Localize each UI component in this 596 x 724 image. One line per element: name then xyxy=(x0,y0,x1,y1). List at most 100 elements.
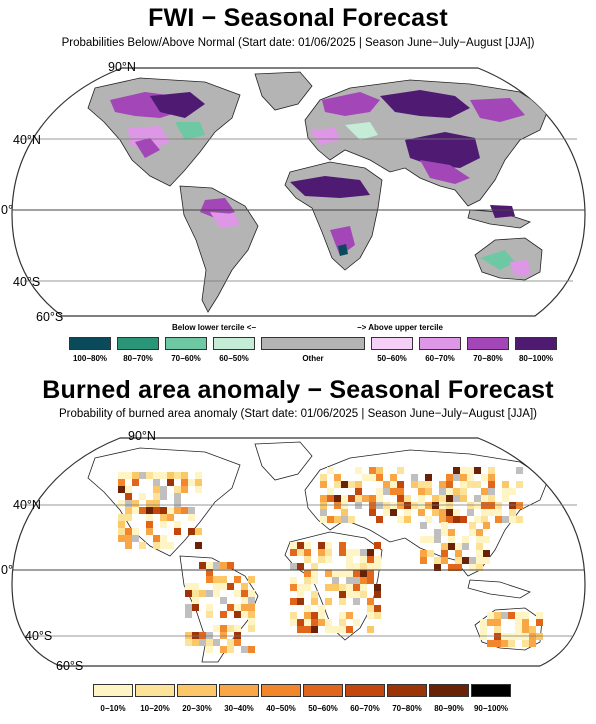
legend-swatch xyxy=(261,337,365,350)
grid-cell xyxy=(474,481,481,488)
grid-cell xyxy=(174,507,181,514)
grid-cell xyxy=(241,611,248,618)
grid-cell xyxy=(132,528,139,535)
grid-cell xyxy=(439,516,446,523)
legend-swatch xyxy=(219,684,259,697)
grid-cell xyxy=(139,542,146,549)
grid-cell xyxy=(369,467,376,474)
grid-cell xyxy=(339,626,346,633)
grid-cell xyxy=(353,598,360,605)
grid-cell xyxy=(332,570,339,577)
grid-cell xyxy=(481,502,488,509)
grid-cell xyxy=(446,474,453,481)
grid-cell xyxy=(132,500,139,507)
grid-cell xyxy=(367,612,374,619)
grid-cell xyxy=(304,549,311,556)
grid-cell xyxy=(441,529,448,536)
grid-cell xyxy=(185,639,192,646)
grid-cell xyxy=(420,550,427,557)
grid-cell xyxy=(516,467,523,474)
grid-cell xyxy=(213,562,220,569)
grid-cell xyxy=(453,495,460,502)
grid-cell xyxy=(160,521,167,528)
grid-cell xyxy=(355,502,362,509)
grid-cell xyxy=(348,495,355,502)
legend-swatch xyxy=(69,337,111,350)
grid-cell xyxy=(404,509,411,516)
grid-cell xyxy=(487,619,494,626)
grid-cell xyxy=(304,577,311,584)
grid-cell xyxy=(132,507,139,514)
grid-cell xyxy=(488,488,495,495)
grid-cell xyxy=(167,542,174,549)
grid-cell xyxy=(334,474,341,481)
grid-cell xyxy=(325,549,332,556)
grid-cell xyxy=(339,598,346,605)
grid-cell xyxy=(360,563,367,570)
grid-cell xyxy=(446,495,453,502)
grid-cell xyxy=(332,626,339,633)
grid-cell xyxy=(411,481,418,488)
grid-cell xyxy=(508,612,515,619)
grid-cell xyxy=(206,576,213,583)
grid-cell xyxy=(369,509,376,516)
grid-cell xyxy=(425,488,432,495)
grid-cell xyxy=(188,479,195,486)
burned-area-panel: Burned area anomaly − Seasonal Forecast … xyxy=(0,362,596,724)
grid-cell xyxy=(460,516,467,523)
legend-swatch xyxy=(303,684,343,697)
grid-cell xyxy=(195,542,202,549)
grid-cell xyxy=(448,543,455,550)
grid-cell xyxy=(455,557,462,564)
legend-label: 50−60% xyxy=(377,354,407,363)
grid-cell xyxy=(304,612,311,619)
grid-cell xyxy=(495,509,502,516)
grid-cell xyxy=(146,514,153,521)
grid-cell xyxy=(390,481,397,488)
grid-cell xyxy=(488,474,495,481)
legend-swatch xyxy=(117,337,159,350)
grid-cell xyxy=(462,543,469,550)
grid-cell xyxy=(146,500,153,507)
grid-cell xyxy=(118,528,125,535)
legend-label: 80−70% xyxy=(123,354,153,363)
grid-cell xyxy=(367,605,374,612)
grid-cell xyxy=(376,474,383,481)
grid-cell xyxy=(227,639,234,646)
grid-cell xyxy=(376,516,383,523)
grid-cell xyxy=(376,467,383,474)
grid-cell xyxy=(181,479,188,486)
grid-cell xyxy=(488,509,495,516)
grid-cell xyxy=(515,612,522,619)
legend-swatch xyxy=(261,684,301,697)
grid-cell xyxy=(160,472,167,479)
grid-cell xyxy=(227,625,234,632)
grid-cell xyxy=(494,612,501,619)
grid-cell xyxy=(125,472,132,479)
grid-cell xyxy=(367,626,374,633)
grid-cell xyxy=(480,626,487,633)
grid-cell xyxy=(192,639,199,646)
grid-cell xyxy=(132,535,139,542)
grid-cell xyxy=(455,543,462,550)
grid-cell xyxy=(304,626,311,633)
grid-cell xyxy=(325,619,332,626)
grid-cell xyxy=(174,528,181,535)
grid-cell xyxy=(460,467,467,474)
grid-cell xyxy=(160,486,167,493)
grid-cell xyxy=(434,536,441,543)
grid-cell xyxy=(248,590,255,597)
grid-cell xyxy=(418,481,425,488)
legend-below-heading: Below lower tercile <− xyxy=(172,323,257,332)
grid-cell xyxy=(132,479,139,486)
grid-cell xyxy=(318,549,325,556)
grid-cell xyxy=(516,481,523,488)
grid-cell xyxy=(290,584,297,591)
grid-cell xyxy=(153,542,160,549)
legend-label: Other xyxy=(302,354,324,363)
grid-cell xyxy=(390,474,397,481)
grid-cell xyxy=(469,529,476,536)
grid-cell xyxy=(334,495,341,502)
grid-cell xyxy=(206,562,213,569)
grid-cell xyxy=(195,486,202,493)
